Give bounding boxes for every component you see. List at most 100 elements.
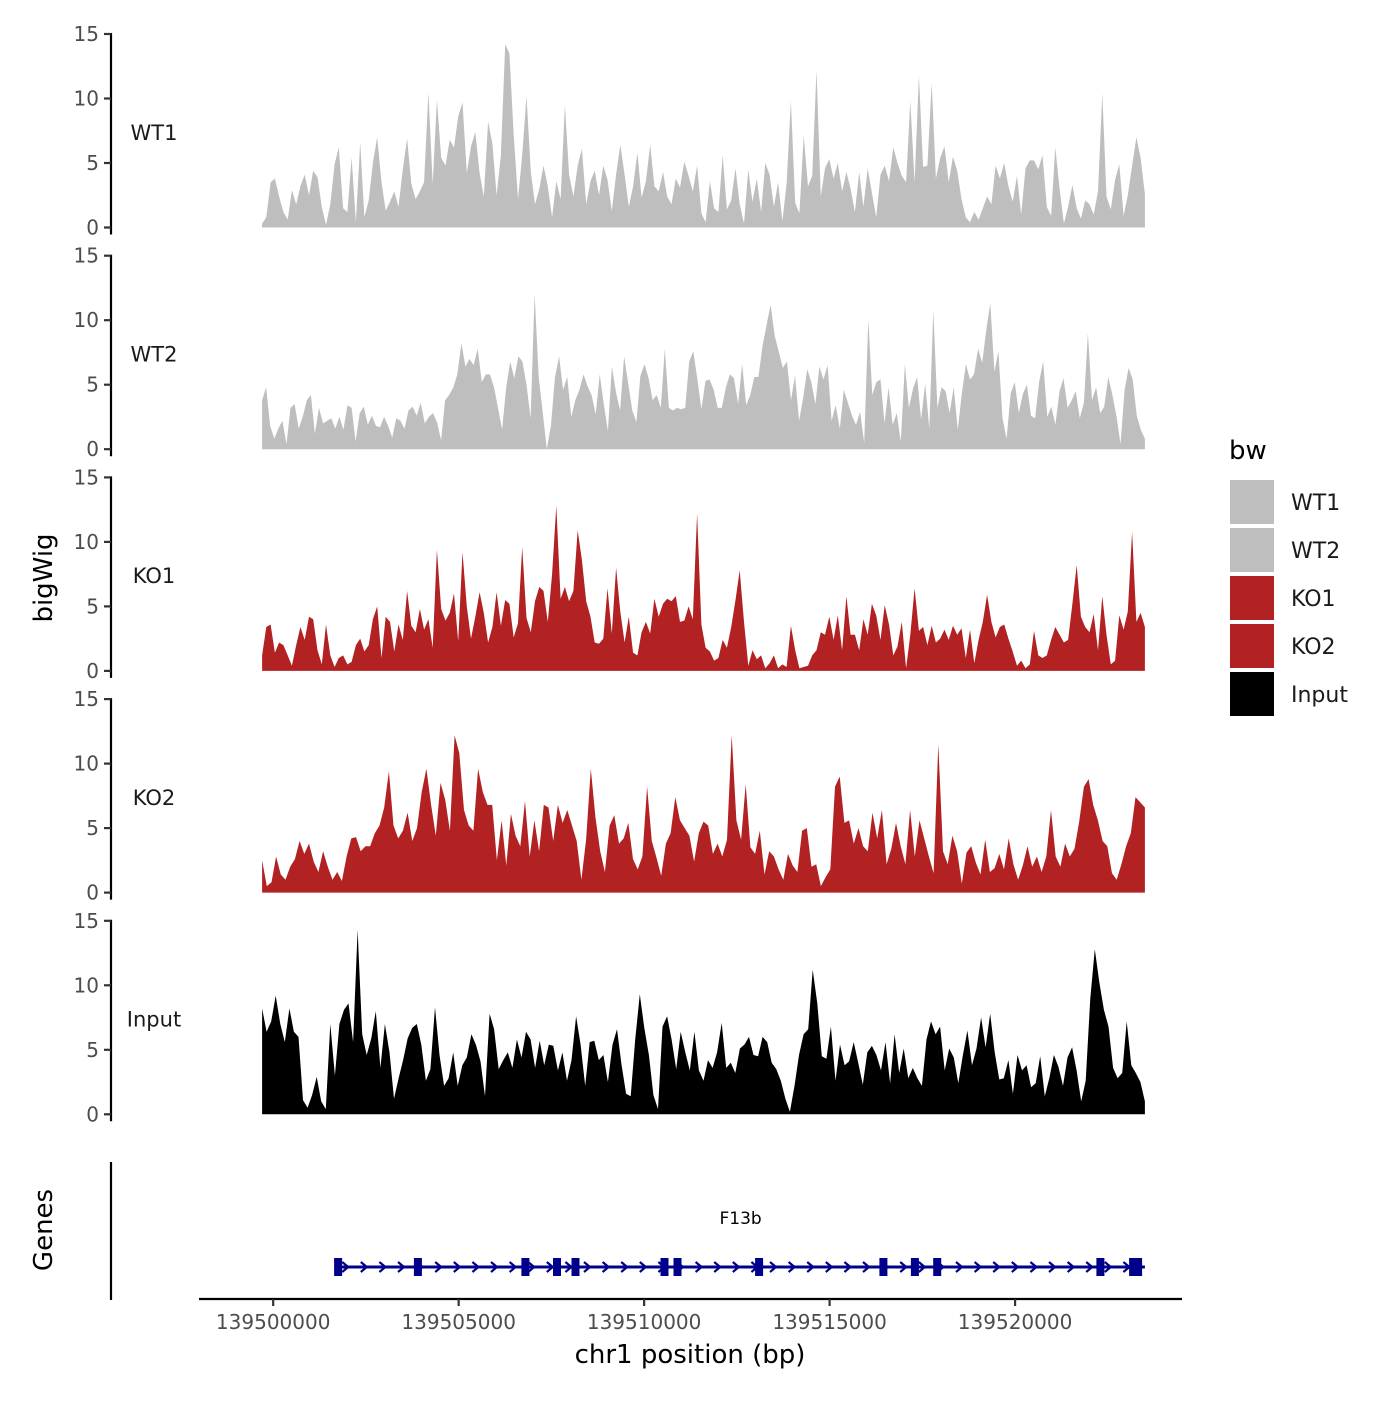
track-input: 0 5 10 15 Input [74, 909, 1145, 1126]
strand-arrow-icon [360, 1261, 369, 1273]
strand-arrow-icon [694, 1261, 704, 1273]
strand-arrow-icon [787, 1261, 797, 1273]
legend-title: bw [1229, 436, 1267, 466]
track-label-ko1: KO1 [133, 564, 176, 588]
legend-item-input: Input [1230, 672, 1348, 716]
strand-arrow-icon [471, 1261, 481, 1273]
strand-arrow-icon [1085, 1261, 1094, 1273]
strand-arrow-icon [341, 1261, 350, 1273]
gene-exon [673, 1258, 682, 1276]
strand-arrow-icon [918, 1261, 927, 1273]
x-tick-label-139510000: 139510000 [587, 1310, 702, 1334]
signal-area-ko1 [262, 505, 1145, 671]
legend-item-ko1: KO1 [1230, 576, 1336, 620]
strand-arrow-icon [862, 1261, 871, 1273]
y-tick-label-ko1-10: 10 [74, 530, 99, 554]
gene-exon [521, 1258, 530, 1276]
strand-arrow-icon [955, 1261, 964, 1273]
y-tick-label-wt2-5: 5 [86, 373, 99, 397]
strand-arrow-icon [397, 1261, 406, 1273]
track-label-input: Input [127, 1008, 181, 1032]
x-axis-title: chr1 position (bp) [575, 1340, 806, 1370]
gene-exon [1096, 1258, 1105, 1276]
legend-label-ko2: KO2 [1291, 635, 1336, 660]
y-tick-label-wt2-0: 0 [86, 437, 99, 461]
strand-arrow-icon [527, 1261, 536, 1273]
y-tick-label-wt1-5: 5 [86, 151, 99, 175]
legend-swatch-wt2 [1230, 528, 1274, 572]
strand-arrow-icon [564, 1261, 574, 1273]
legend-swatch-ko1 [1230, 576, 1274, 620]
y-tick-label-ko2-10: 10 [74, 752, 99, 776]
y-axis-title: bigWig [29, 533, 59, 622]
track-ko1: 0 5 10 15 KO1 [74, 465, 1145, 683]
gene-exon [334, 1258, 343, 1276]
strand-arrow-icon [639, 1261, 648, 1273]
track-label-wt1: WT1 [131, 121, 178, 145]
y-tick-label-wt2-10: 10 [74, 308, 99, 332]
legend-label-ko1: KO1 [1291, 587, 1336, 612]
y-tick-label-ko2-15: 15 [74, 687, 99, 711]
y-tick-label-wt1-10: 10 [74, 87, 99, 111]
track-label-wt2: WT2 [131, 342, 178, 366]
y-tick-label-ko1-15: 15 [74, 465, 99, 489]
strand-arrow-icon [546, 1261, 555, 1273]
legend-item-ko2: KO2 [1230, 624, 1336, 668]
gene-body-f13b [334, 1258, 1145, 1276]
y-tick-label-input-15: 15 [74, 909, 99, 933]
gene-exon [755, 1258, 764, 1276]
signal-area-wt1 [262, 44, 1145, 228]
strand-arrow-icon [1104, 1261, 1113, 1273]
y-tick-label-wt1-0: 0 [86, 216, 99, 240]
y-tick-label-ko1-0: 0 [86, 659, 99, 683]
x-axis: 139500000 139505000 139510000 139515000 1395… [199, 1297, 1182, 1370]
x-tick-label-139520000: 139520000 [958, 1310, 1073, 1334]
strand-arrow-icon [973, 1261, 983, 1273]
legend-swatch-wt1 [1230, 480, 1274, 524]
strand-arrow-icon [825, 1261, 834, 1273]
signal-area-wt2 [262, 294, 1145, 450]
x-tick-label-139500000: 139500000 [216, 1310, 331, 1334]
track-label-ko2: KO2 [133, 786, 176, 810]
legend-label-wt2: WT2 [1291, 539, 1340, 564]
strand-arrow-icon [601, 1261, 611, 1273]
strand-arrow-icon [620, 1261, 629, 1273]
y-tick-label-ko2-0: 0 [86, 881, 99, 905]
strand-arrow-icon [490, 1261, 499, 1273]
gene-exon [879, 1258, 888, 1276]
legend-swatch-ko2 [1230, 624, 1274, 668]
strand-arrow-icon [843, 1261, 853, 1273]
strand-arrow-icon [453, 1261, 462, 1273]
legend: bw WT1 WT2 KO1 KO2 Input [1229, 436, 1348, 716]
y-tick-label-wt1-15: 15 [74, 22, 99, 46]
track-wt2: 0 5 10 15 WT2 [74, 244, 1145, 461]
tracks-layer: 0 5 10 15 WT1 0 5 10 15 WT2 0 5 10 15 KO1 0 5 10 15 KO2 0 5 10… [74, 22, 1145, 1126]
legend-label-input: Input [1291, 683, 1348, 708]
strand-arrow-icon [434, 1261, 443, 1273]
gene-exon [553, 1258, 561, 1276]
gene-exon [413, 1258, 422, 1276]
strand-arrow-icon [806, 1261, 815, 1273]
strand-arrow-icon [732, 1261, 741, 1273]
y-tick-label-wt2-15: 15 [74, 244, 99, 268]
y-tick-label-input-0: 0 [86, 1102, 99, 1126]
gene-exon [1129, 1258, 1143, 1276]
y-tick-label-input-5: 5 [86, 1038, 99, 1062]
gene-label-f13b: F13b [719, 1209, 761, 1229]
gene-exon [660, 1258, 669, 1276]
strand-arrow-icon [1011, 1261, 1020, 1273]
strand-arrow-icon [713, 1261, 722, 1273]
strand-arrow-icon [1066, 1261, 1076, 1273]
legend-label-wt1: WT1 [1291, 491, 1340, 516]
track-wt1: 0 5 10 15 WT1 [74, 22, 1145, 240]
signal-area-input [262, 929, 1145, 1115]
gene-exon [571, 1258, 580, 1276]
genes-axis-title: Genes [29, 1189, 59, 1271]
y-tick-label-ko1-5: 5 [86, 594, 99, 618]
y-tick-label-input-10: 10 [74, 973, 99, 997]
x-tick-label-139505000: 139505000 [401, 1310, 516, 1334]
legend-item-wt2: WT2 [1230, 528, 1340, 572]
strand-arrow-icon [583, 1261, 592, 1273]
strand-arrow-icon [1029, 1261, 1039, 1273]
